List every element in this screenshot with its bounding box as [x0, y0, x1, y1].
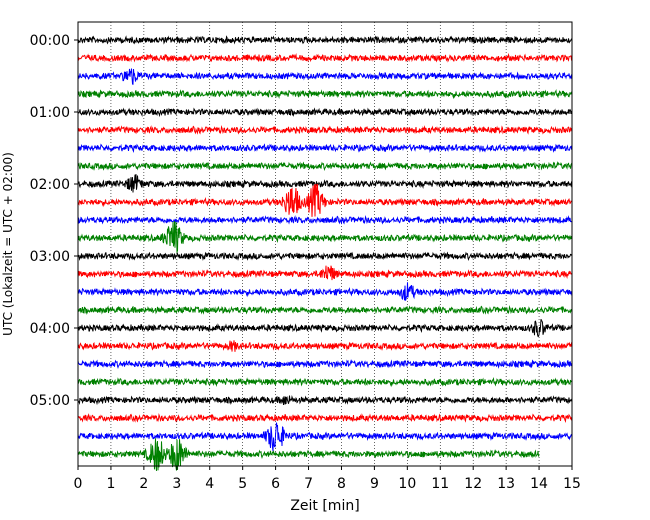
trace-0030 — [77, 68, 573, 85]
trace-0015 — [77, 52, 573, 63]
trace-0245 — [77, 220, 573, 254]
trace-0045 — [77, 89, 573, 100]
x-axis-label: Zeit [min] — [290, 498, 359, 514]
trace-0545 — [77, 438, 540, 471]
trace-0430 — [77, 358, 572, 369]
y-axis-ticks: 00:00 01:00 02:00 03:00 04:00 05:00 — [30, 33, 78, 409]
x-tick-label: 11 — [431, 476, 449, 492]
trace-0445 — [77, 377, 573, 388]
x-tick-label: 5 — [238, 476, 247, 492]
x-tick-label: 0 — [74, 476, 83, 492]
x-tick-label: 1 — [106, 476, 115, 492]
x-tick-label: 2 — [139, 476, 148, 492]
x-tick-label: 12 — [464, 476, 482, 492]
trace-0230 — [77, 214, 573, 225]
x-tick-label: 9 — [370, 476, 379, 492]
trace-0130 — [77, 143, 573, 154]
trace-0200 — [77, 174, 573, 193]
trace-0115 — [77, 124, 573, 135]
plot-frame — [77, 21, 573, 467]
x-tick-label: 7 — [304, 476, 313, 492]
trace-0000 — [77, 35, 573, 45]
y-tick-label: 05:00 — [30, 393, 70, 409]
y-tick-label: 01:00 — [30, 105, 70, 121]
seismic-traces — [77, 35, 573, 471]
trace-0330 — [77, 282, 573, 301]
x-tick-label: 15 — [563, 476, 581, 492]
x-tick-label: 10 — [398, 476, 416, 492]
y-tick-label: 03:00 — [30, 249, 70, 265]
x-tick-label: 13 — [497, 476, 515, 492]
trace-0345 — [77, 304, 573, 316]
y-axis-label: UTC (Lokalzeit = UTC + 02:00) — [1, 152, 15, 336]
trace-0530 — [77, 422, 573, 451]
trace-0515 — [77, 412, 573, 423]
trace-0215 — [77, 183, 573, 217]
x-axis-ticks: 0 1 2 3 4 5 6 7 8 9 10 11 12 13 14 15 — [74, 466, 581, 492]
trace-0415 — [77, 340, 573, 352]
trace-0500 — [77, 395, 573, 406]
grid-lines — [110, 22, 540, 466]
trace-0145 — [77, 160, 573, 171]
y-tick-label: 00:00 — [30, 33, 70, 49]
x-tick-label: 8 — [337, 476, 346, 492]
trace-0100 — [77, 107, 573, 118]
x-tick-label: 3 — [172, 476, 181, 492]
x-tick-label: 4 — [205, 476, 214, 492]
y-tick-label: 04:00 — [30, 321, 70, 337]
x-tick-label: 14 — [530, 476, 548, 492]
trace-0315 — [77, 265, 573, 281]
trace-0300 — [77, 251, 573, 262]
trace-0400 — [77, 319, 573, 337]
x-tick-label: 6 — [271, 476, 280, 492]
y-tick-label: 02:00 — [30, 177, 70, 193]
